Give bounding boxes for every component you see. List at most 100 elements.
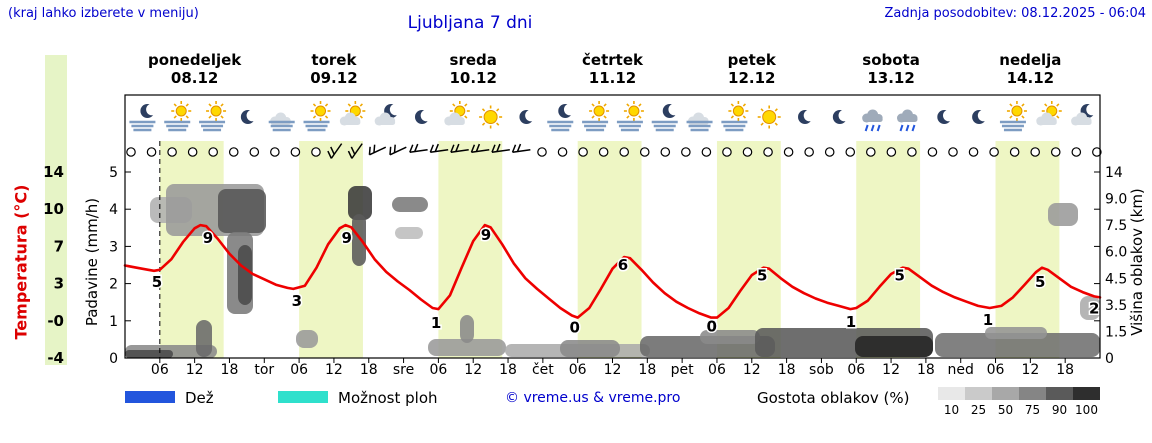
svg-text:12: 12 bbox=[325, 362, 343, 378]
day-name: četrtek bbox=[582, 51, 644, 69]
svg-text:sre: sre bbox=[393, 362, 414, 378]
svg-text:2: 2 bbox=[1089, 299, 1099, 317]
menu-hint: (kraj lahko izberete v meniju) bbox=[8, 6, 199, 21]
cloud-cover-circle-icon bbox=[865, 147, 876, 157]
cloud-cover-circle-icon bbox=[763, 147, 773, 157]
cloud-cover-circle-icon bbox=[146, 147, 157, 157]
svg-text:1: 1 bbox=[431, 314, 441, 332]
density-step: 75 bbox=[1019, 387, 1046, 417]
day-name: petek bbox=[728, 51, 777, 69]
svg-text:06: 06 bbox=[151, 362, 169, 378]
svg-text:2: 2 bbox=[109, 277, 118, 293]
moon-icon bbox=[414, 109, 433, 124]
day-name: ponedeljek bbox=[148, 51, 242, 69]
wind-barb-icon bbox=[511, 143, 531, 153]
sun-lines-icon bbox=[582, 101, 610, 132]
sun-lines-icon bbox=[303, 101, 331, 132]
cloud-cover-circle-icon bbox=[249, 147, 260, 157]
svg-text:7.5: 7.5 bbox=[1105, 218, 1127, 234]
rain-icon bbox=[862, 109, 883, 132]
svg-text:12: 12 bbox=[186, 362, 204, 378]
svg-text:0: 0 bbox=[1105, 351, 1114, 367]
showers-legend-swatch bbox=[278, 391, 328, 403]
moon-icon bbox=[832, 109, 851, 124]
cloud-cover-circle-icon bbox=[208, 147, 218, 157]
sun-cloud-icon bbox=[444, 101, 470, 126]
svg-text:0: 0 bbox=[570, 318, 580, 336]
svg-text:9: 9 bbox=[203, 229, 213, 247]
cloud-height-axis-label: Višina oblakov (km) bbox=[1128, 188, 1146, 336]
temperature-scale-strip bbox=[45, 55, 67, 365]
svg-text:18: 18 bbox=[221, 362, 239, 378]
wind-barb-icon bbox=[470, 143, 490, 153]
cloud-cover-circle-icon bbox=[270, 147, 280, 157]
cloud-cover-circle-icon bbox=[598, 147, 609, 157]
moon-icon bbox=[937, 109, 955, 124]
sun-cloud-icon bbox=[1036, 101, 1062, 126]
svg-text:12: 12 bbox=[882, 362, 900, 378]
svg-text:pet: pet bbox=[671, 362, 695, 378]
wind-barb-icon bbox=[368, 144, 387, 156]
svg-text:tor: tor bbox=[254, 362, 274, 378]
cloud-cover-circle-icon bbox=[167, 147, 177, 157]
svg-text:18: 18 bbox=[917, 362, 935, 378]
sun-cloud-icon bbox=[339, 101, 366, 126]
day-name: sreda bbox=[450, 51, 497, 69]
svg-text:12: 12 bbox=[604, 362, 622, 378]
cloud-cover-circle-icon bbox=[537, 147, 547, 157]
day-date: 11.12 bbox=[589, 69, 636, 87]
cloud-cover-circle-icon bbox=[783, 147, 794, 157]
wind-barb-icon bbox=[409, 143, 428, 153]
cloud-cover-circle-icon bbox=[578, 147, 588, 157]
svg-text:06: 06 bbox=[847, 362, 865, 378]
wind-barb-icon bbox=[347, 143, 363, 159]
cloud-cover-circle-icon bbox=[126, 147, 136, 157]
svg-text:06: 06 bbox=[429, 362, 447, 378]
moon-cloud-icon bbox=[1071, 103, 1098, 126]
temperature-value-labels: 5 9 3 9 1 9 0 6 0 5 1 5 1 5 2 bbox=[150, 225, 1101, 338]
svg-text:6: 6 bbox=[618, 256, 628, 274]
svg-text:3.5: 3.5 bbox=[1105, 298, 1127, 314]
density-scale: 10 25 50 75 90 100 bbox=[938, 387, 1100, 417]
day-name: nedelja bbox=[999, 51, 1061, 69]
wind-barb-icon bbox=[429, 143, 449, 153]
cloud-cover-circle-icon bbox=[824, 147, 835, 157]
last-update: Zadnja posodobitev: 08.12.2025 - 06:04 bbox=[884, 6, 1146, 21]
svg-text:5: 5 bbox=[1035, 273, 1045, 291]
svg-text:18: 18 bbox=[638, 362, 656, 378]
moon-lines-icon bbox=[129, 103, 158, 132]
svg-text:9: 9 bbox=[341, 229, 351, 247]
moon-lines-icon bbox=[651, 103, 681, 132]
cloud-cover-circle-icon bbox=[948, 147, 958, 157]
cloud-cover-circle-icon bbox=[1050, 147, 1061, 157]
cloud-cover-circle-icon bbox=[228, 147, 239, 157]
cloud-density-blobs bbox=[125, 184, 1100, 358]
density-step: 25 bbox=[965, 387, 992, 417]
cloud-cover-circle-icon bbox=[968, 147, 979, 157]
day-name: sobota bbox=[862, 51, 920, 69]
credit-link[interactable]: © vreme.us & vreme.pro bbox=[505, 390, 681, 406]
day-date: 08.12 bbox=[171, 69, 218, 87]
cloud-cover-circle-icon bbox=[907, 147, 917, 157]
cloud-cover-circle-icon bbox=[1071, 147, 1082, 157]
wind-barb-icon bbox=[327, 143, 343, 159]
svg-text:sob: sob bbox=[809, 362, 834, 378]
svg-text:18: 18 bbox=[499, 362, 517, 378]
svg-text:4: 4 bbox=[109, 202, 118, 218]
cloud-cover-circle-icon bbox=[639, 147, 650, 157]
svg-text:6.0: 6.0 bbox=[1105, 245, 1127, 261]
sun-lines-icon bbox=[164, 101, 192, 132]
sun-lines-icon bbox=[721, 101, 749, 132]
temperature-axis-label: Temperatura (°C) bbox=[11, 184, 31, 340]
moon-icon bbox=[240, 109, 259, 124]
density-step: 50 bbox=[992, 387, 1019, 417]
cloud-cover-circle-icon bbox=[1092, 147, 1102, 157]
x-axis-ticks: 06 12 18 tor 06 12 18 sre 06 12 18 čet 06 12 18 pet 06 12… bbox=[151, 358, 1074, 378]
svg-text:18: 18 bbox=[1056, 362, 1074, 378]
daytime-bands bbox=[159, 141, 1060, 358]
svg-text:-4: -4 bbox=[47, 349, 64, 367]
